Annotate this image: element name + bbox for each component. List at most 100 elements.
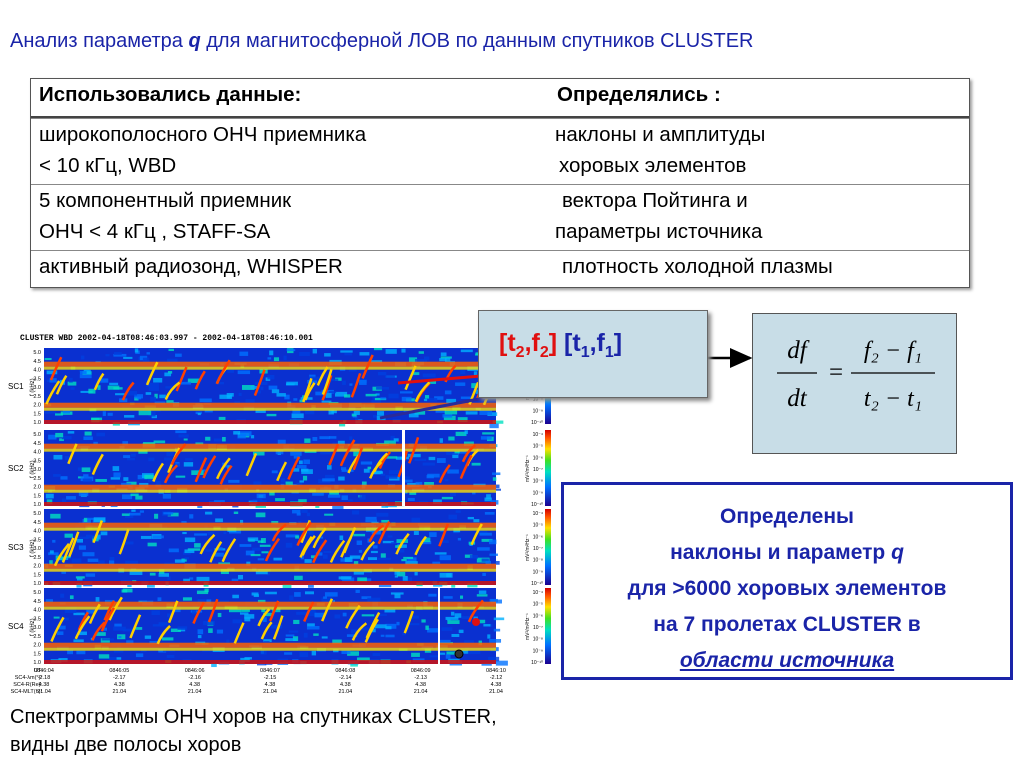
chorus-element	[312, 539, 328, 564]
y-tick-label: 1.0	[33, 420, 41, 426]
chorus-element	[312, 527, 327, 549]
y-tick-label: 4.5	[33, 359, 41, 365]
header-determined: Определялись :	[557, 83, 721, 106]
chorus-element	[164, 381, 181, 401]
chorus-element	[118, 528, 130, 555]
y-tick-label: 1.5	[33, 651, 41, 657]
caption-line-2: видны две полосы хоров	[10, 734, 242, 756]
chorus-element	[175, 366, 188, 392]
table-row: широкополосного ОНЧ приемника наклоны и …	[31, 118, 969, 184]
colorbar-tick-label: 10⁻⁸	[533, 637, 543, 643]
x-tick-label: -2.15	[264, 675, 277, 681]
colorbar-tick-label: 10⁻⁹	[533, 490, 543, 496]
x-tick-label: 0846:06	[185, 668, 205, 674]
colorbar-tick-label: 10⁻⁷	[533, 546, 543, 552]
colorbar-tick-label: 10⁻⁹	[533, 569, 543, 575]
chorus-element	[145, 361, 159, 386]
chorus-element	[192, 602, 205, 624]
y-tick-label: 2.5	[33, 634, 41, 640]
chorus-element	[194, 457, 208, 483]
data-table: Использовались данные: Определялись : ши…	[30, 78, 970, 288]
formula-lhs-den: dt	[787, 385, 808, 412]
colorbar-tick-label: 10⁻¹⁰	[531, 502, 543, 508]
x-tick-label: 21.04	[489, 689, 503, 694]
x-tick-label: 0846:04	[34, 668, 54, 674]
x-tick-label: -2.13	[414, 675, 427, 681]
x-tick-label: 21.04	[112, 689, 126, 694]
y-tick-label: 3.0	[33, 625, 41, 631]
chorus-element	[88, 603, 101, 624]
chorus-element	[378, 451, 392, 469]
chorus-element	[67, 443, 78, 465]
x-tick-label: 4.38	[340, 682, 351, 688]
chorus-element	[271, 523, 287, 542]
chorus-element	[93, 372, 105, 391]
x-tick-label: 4.38	[265, 682, 276, 688]
chorus-element	[408, 436, 420, 464]
result-line-2: наклоны и параметр q	[670, 541, 904, 564]
y-tick-label: 1.5	[33, 411, 41, 417]
chorus-element	[316, 366, 329, 386]
result-line-1: Определены	[720, 505, 854, 528]
chorus-element	[194, 370, 206, 390]
chorus-element	[202, 455, 217, 479]
row3-left-1: активный радиозонд, WHISPER	[39, 255, 343, 278]
x-tick-label: 0846:08	[335, 668, 355, 674]
chorus-element	[245, 452, 258, 477]
chorus-element	[129, 614, 142, 639]
chorus-element	[50, 616, 65, 642]
freq-points-label: [t2,f2] [t1,f1]	[499, 329, 623, 361]
data-gap-line	[402, 430, 405, 506]
y-tick-label: 5.0	[33, 432, 41, 438]
chorus-element	[100, 607, 115, 632]
chorus-element	[296, 521, 312, 547]
colorbar-tick-label: 10⁻⁵	[533, 523, 543, 529]
chorus-element	[364, 618, 379, 643]
x-tick-label: 4.38	[114, 682, 125, 688]
chorus-element	[470, 523, 483, 546]
result-line-3: для >6000 хоровых элементов	[627, 577, 947, 600]
row1-right-2: хоровых элементов	[559, 154, 747, 177]
spectrogram-header: CLUSTER WBD 2002-04-18T08:46:03.997 - 20…	[20, 334, 313, 343]
formula-rhs-num: f₂ − f₁	[864, 338, 922, 364]
chorus-element	[74, 615, 91, 640]
figure-caption: Спектрограммы ОНЧ хоров на спутниках CLU…	[10, 703, 497, 759]
y-axis-label: f (kHz)	[30, 618, 36, 636]
y-tick-label: 1.0	[33, 502, 41, 508]
title-param: q	[188, 30, 201, 52]
chorus-element	[167, 600, 179, 624]
colorbar-tick-label: 10⁻⁹	[533, 648, 543, 654]
chorus-element	[467, 599, 484, 623]
formula-lhs-num: df	[787, 337, 810, 364]
y-axis-label: f (kHz)	[30, 460, 36, 478]
x-tick-label: 0846:07	[260, 668, 280, 674]
chorus-element	[215, 457, 231, 480]
chorus-element	[395, 532, 410, 555]
x-axis-row-label: UT:	[34, 668, 43, 674]
x-tick-label: -2.17	[113, 675, 126, 681]
y-tick-label: 3.5	[33, 458, 41, 464]
result-line-4: на 7 пролетах CLUSTER в	[653, 613, 921, 636]
chorus-element	[219, 464, 233, 485]
spectrogram-panel	[44, 509, 496, 585]
x-tick-label: 21.04	[188, 689, 202, 694]
colorbar-tick-label: 10⁻⁷	[533, 467, 543, 473]
x-tick-label: 21.04	[37, 689, 51, 694]
chorus-element	[438, 523, 450, 547]
chorus-element	[264, 537, 280, 562]
chorus-element	[253, 369, 266, 397]
chorus-element	[108, 596, 123, 621]
row3-right-1: плотность холодной плазмы	[562, 255, 833, 278]
chorus-element	[199, 533, 216, 555]
chorus-element	[77, 611, 90, 631]
colorbar-tick-label: 10⁻⁷	[533, 625, 543, 631]
slide-title: Анализ параметра q для магнитосферной ЛО…	[10, 30, 753, 53]
chorus-element	[221, 538, 237, 563]
y-tick-label: 2.5	[33, 555, 41, 561]
x-tick-label: 4.38	[491, 682, 502, 688]
colorbar-tick-label: 10⁻⁹	[533, 408, 543, 414]
chorus-element	[156, 625, 171, 645]
y-tick-label: 1.5	[33, 493, 41, 499]
table-header-row: Использовались данные: Определялись :	[31, 79, 969, 118]
x-tick-label: 0846:09	[411, 668, 431, 674]
